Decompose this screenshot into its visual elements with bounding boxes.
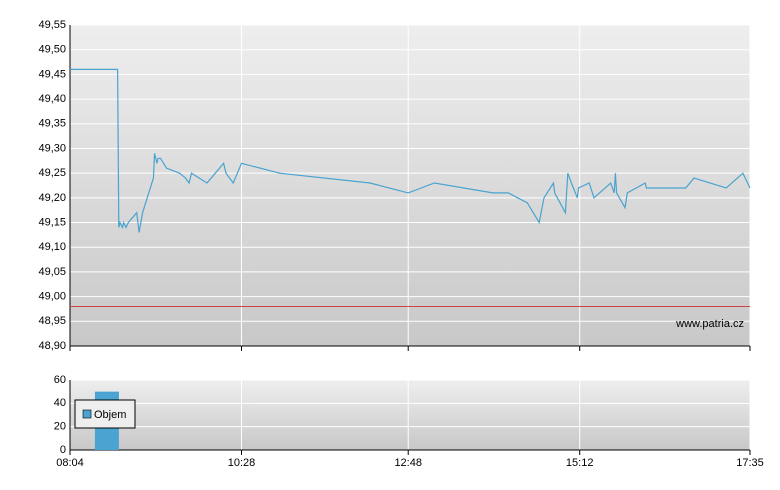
y-tick-label: 49,30 <box>38 142 66 154</box>
y-tick-label: 49,35 <box>38 118 66 130</box>
y-tick-label: 49,20 <box>38 192 66 204</box>
legend-swatch <box>82 409 92 419</box>
y-tick-label: 0 <box>60 444 66 456</box>
y-tick-label: 49,45 <box>38 68 66 80</box>
y-tick-label: 20 <box>54 421 66 433</box>
y-tick-label: 49,05 <box>38 266 66 278</box>
x-tick-label: 12:48 <box>394 457 422 469</box>
y-tick-label: 49,15 <box>38 216 66 228</box>
x-tick-label: 08:04 <box>56 457 84 469</box>
y-tick-label: 49,40 <box>38 93 66 105</box>
plot-area <box>70 25 750 346</box>
price-line <box>70 68 751 233</box>
x-tick-label: 15:12 <box>566 457 594 469</box>
y-tick-label: 40 <box>54 397 66 409</box>
plot-area <box>70 380 750 450</box>
x-tick-label: 17:35 <box>736 457 764 469</box>
y-tick-label: 48,95 <box>38 315 66 327</box>
y-tick-label: 49,50 <box>38 44 66 56</box>
y-tick-label: 48,90 <box>38 340 66 352</box>
legend: Objem <box>74 399 136 429</box>
x-tick-label: 10:28 <box>228 457 256 469</box>
y-tick-label: 60 <box>54 374 66 386</box>
y-tick-label: 49,00 <box>38 291 66 303</box>
y-tick-label: 49,10 <box>38 241 66 253</box>
watermark: www.patria.cz <box>675 318 744 330</box>
legend-label: Objem <box>94 409 126 421</box>
y-tick-label: 49,55 <box>38 19 66 31</box>
y-tick-label: 49,25 <box>38 167 66 179</box>
